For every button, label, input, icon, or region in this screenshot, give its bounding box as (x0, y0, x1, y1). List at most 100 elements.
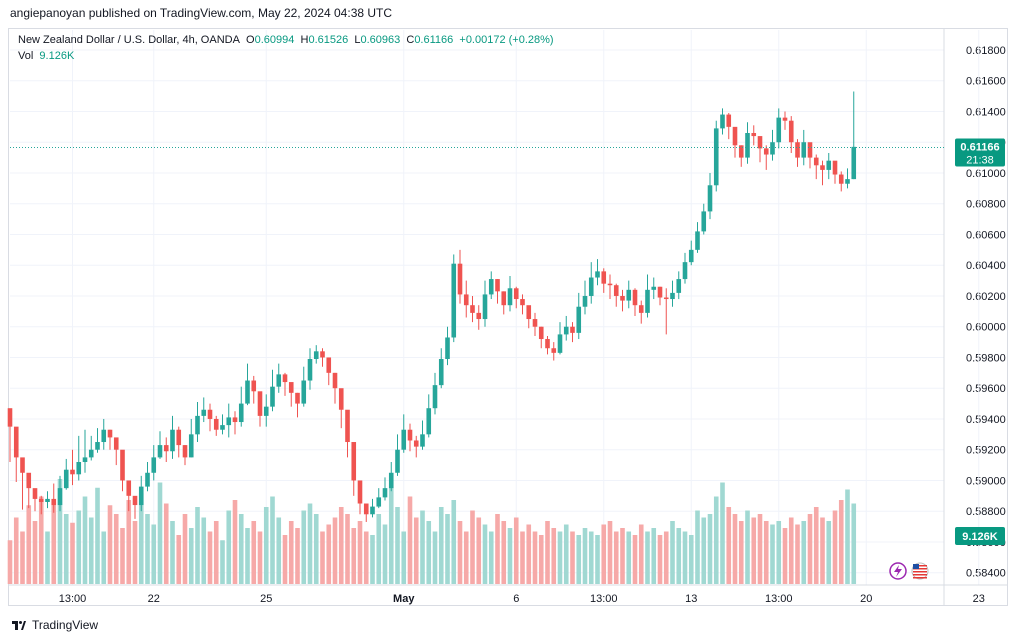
candle-body (438, 359, 444, 386)
volume-bar (520, 531, 525, 584)
candle-body (713, 128, 719, 186)
candle-body (557, 334, 563, 353)
volume-bar (126, 500, 132, 584)
y-tick-label: 0.60000 (966, 322, 1006, 334)
candle-body (251, 380, 257, 392)
candle-body (545, 339, 550, 349)
candle-body (238, 403, 244, 423)
volume-bar (776, 521, 782, 584)
candle-body (551, 348, 557, 353)
candle-body (76, 462, 82, 475)
volume-bar (401, 531, 407, 584)
low-value: 0.60963 (360, 34, 401, 46)
candle-body (826, 160, 832, 170)
volume-bar (88, 517, 94, 584)
volume-bar (157, 482, 163, 584)
candle-body (563, 326, 569, 335)
candle-body (532, 319, 538, 327)
x-tick-label: 23 (973, 593, 985, 605)
volume-legend: Vol 9.126K (18, 50, 74, 62)
volume-bar (632, 535, 638, 584)
candle-body (601, 271, 607, 284)
volume-bar (38, 496, 44, 584)
volume-bar (526, 524, 532, 584)
volume-bar (113, 514, 119, 584)
volume-bar (295, 528, 300, 584)
candle-body (657, 286, 663, 298)
x-tick-label: 6 (513, 593, 519, 605)
candle-body (763, 148, 769, 155)
candle-body (213, 418, 219, 430)
volume-bar (676, 528, 682, 584)
volume-bar (326, 524, 332, 584)
symbol-title[interactable]: New Zealand Dollar / U.S. Dollar, 4h, OA… (18, 34, 240, 46)
flag-canton (913, 564, 919, 569)
candle-body (257, 391, 263, 416)
high-label: H (300, 34, 309, 46)
volume-bar (245, 528, 250, 584)
candle-body (326, 357, 332, 373)
candle-body (520, 299, 525, 306)
volume-bar (501, 521, 507, 584)
candle-body (101, 429, 107, 443)
candle-body (363, 503, 369, 515)
candle-body (626, 289, 632, 301)
volume-badge (955, 527, 1005, 545)
y-tick-label: 0.61400 (966, 106, 1006, 118)
candle-body (732, 126, 738, 146)
candle-body (345, 409, 350, 443)
volume-bar (101, 531, 107, 584)
candle-body (707, 185, 713, 212)
candle-body (26, 472, 32, 489)
volume-bar (788, 517, 794, 584)
volume-bar (188, 528, 194, 584)
candle-body (388, 472, 394, 489)
x-tick-label: 20 (860, 593, 872, 605)
volume-bar (645, 531, 650, 584)
volume-bar (820, 517, 825, 584)
volume-bar (270, 496, 275, 584)
candle-body (107, 429, 113, 438)
volume-bar (663, 531, 669, 584)
candle-body (207, 409, 213, 419)
y-tick-label: 0.58800 (966, 506, 1006, 518)
candle-body (795, 142, 800, 158)
volume-bar (838, 500, 844, 584)
candle-body (457, 263, 463, 295)
volume-bar (51, 501, 57, 584)
candle-body (270, 386, 275, 407)
candle-body (95, 442, 100, 450)
candle-body (113, 437, 119, 450)
volume-bar (170, 521, 175, 584)
volume-bar (70, 522, 75, 584)
candle-body (295, 392, 300, 404)
volume-bar (595, 535, 600, 584)
volume-bar (638, 524, 644, 584)
volume-bar (438, 507, 444, 584)
candle-body (132, 495, 138, 506)
volume-bar (751, 517, 757, 584)
tradingview-footer[interactable]: TradingView (12, 618, 98, 632)
candle-body (495, 279, 500, 292)
candle-body (701, 211, 707, 232)
candle-body (120, 449, 125, 481)
candle-body (526, 305, 532, 320)
candle-body (63, 469, 69, 489)
volume-bar (120, 528, 125, 584)
volume-bar (363, 531, 369, 584)
candle-body (151, 457, 157, 473)
y-tick-label: 0.60400 (966, 260, 1006, 272)
candle-body (82, 457, 88, 463)
volume-bar (26, 505, 32, 584)
y-tick-label: 0.60600 (966, 229, 1006, 241)
candle-body (770, 142, 775, 155)
flag-stripe (913, 577, 927, 579)
candle-body (501, 291, 507, 306)
volume-bar (688, 535, 694, 584)
candle-body (801, 142, 807, 158)
candle-body (332, 372, 338, 389)
candle-body (720, 114, 725, 129)
volume-bar (770, 524, 775, 584)
candle-body (470, 305, 475, 313)
